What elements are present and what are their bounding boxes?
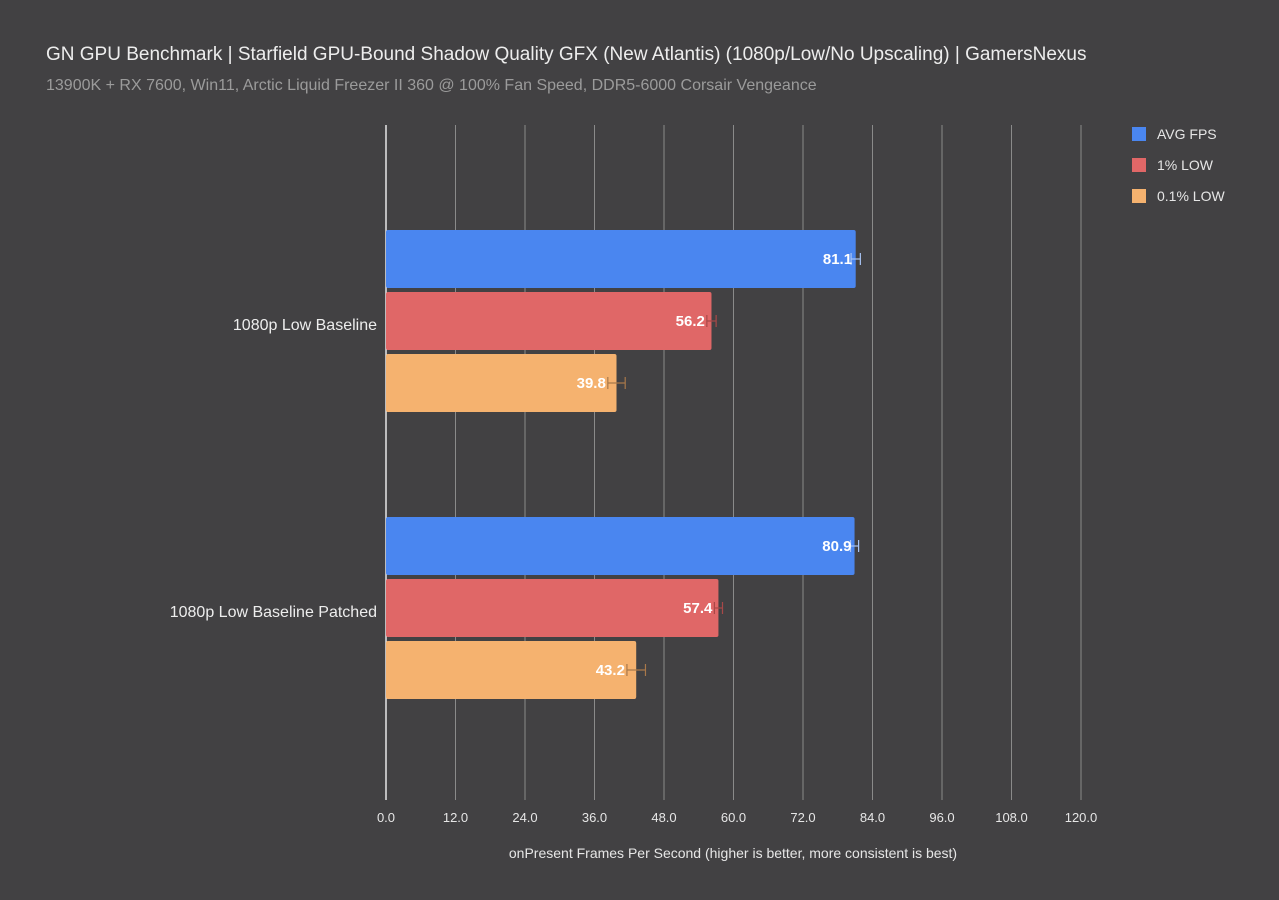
legend-swatch: [1132, 158, 1146, 172]
data-label: 80.9: [822, 538, 851, 555]
data-label: 57.4: [683, 600, 713, 617]
legend-label: 1% LOW: [1157, 157, 1214, 173]
x-tick-label: 84.0: [860, 810, 885, 825]
x-tick-label: 12.0: [443, 810, 468, 825]
category-label: 1080p Low Baseline: [233, 317, 377, 334]
data-label: 43.2: [596, 662, 625, 679]
bar-0-1-low: [386, 354, 617, 412]
legend-swatch: [1132, 189, 1146, 203]
chart-subtitle: 13900K + RX 7600, Win11, Arctic Liquid F…: [46, 77, 817, 94]
x-tick-label: 120.0: [1065, 810, 1098, 825]
bar-0-1-low: [386, 641, 637, 699]
bar-avg-fps: [386, 517, 855, 575]
x-tick-label: 108.0: [995, 810, 1028, 825]
x-tick-label: 72.0: [790, 810, 815, 825]
data-label: 81.1: [823, 251, 852, 268]
category-label: 1080p Low Baseline Patched: [170, 604, 377, 621]
data-label: 39.8: [577, 375, 606, 392]
data-label: 56.2: [676, 313, 705, 330]
x-tick-label: 24.0: [512, 810, 537, 825]
x-tick-label: 48.0: [651, 810, 676, 825]
legend-label: AVG FPS: [1157, 126, 1217, 142]
chart-title: GN GPU Benchmark | Starfield GPU-Bound S…: [46, 44, 1087, 65]
x-axis-label: onPresent Frames Per Second (higher is b…: [509, 845, 957, 861]
x-tick-label: 60.0: [721, 810, 746, 825]
legend-swatch: [1132, 127, 1146, 141]
x-tick-label: 96.0: [929, 810, 954, 825]
bar-1-low: [386, 579, 719, 637]
x-tick-label: 0.0: [377, 810, 395, 825]
bar-1-low: [386, 292, 712, 350]
bar-avg-fps: [386, 230, 856, 288]
legend-label: 0.1% LOW: [1157, 188, 1225, 204]
x-tick-label: 36.0: [582, 810, 607, 825]
